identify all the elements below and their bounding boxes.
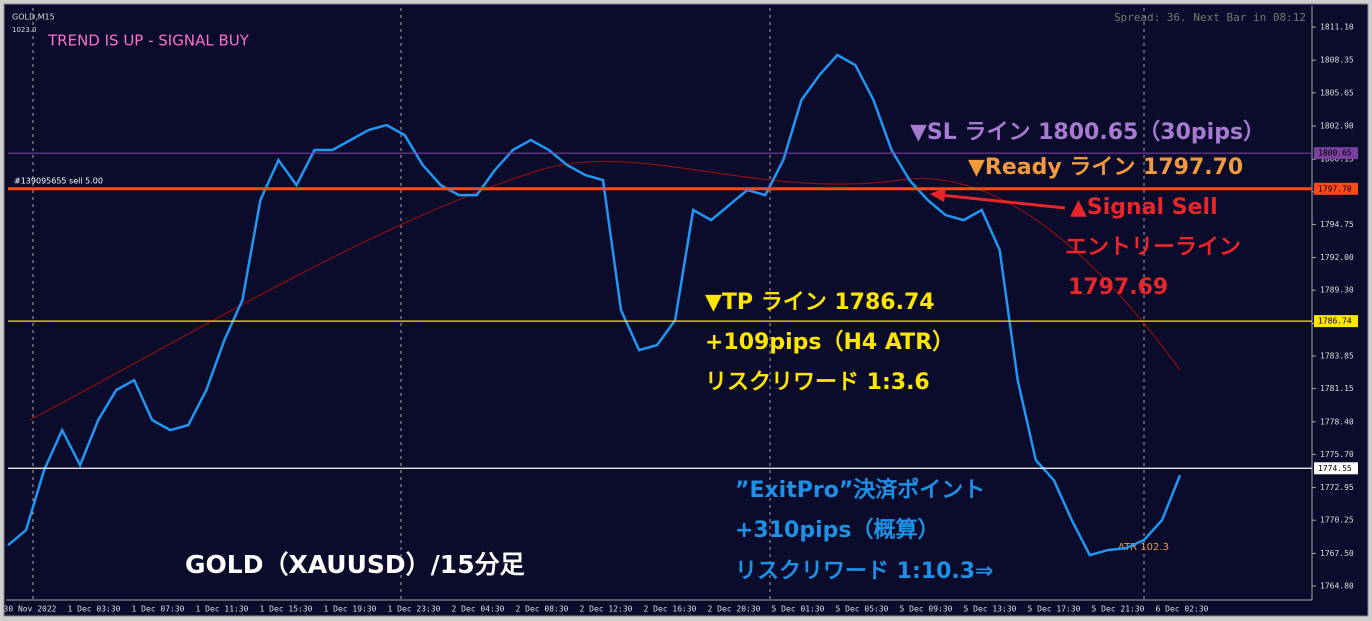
x-tick-label: 2 Dec 12:30 [580,605,633,614]
x-tick-label: 30 Nov 2022 [4,605,57,614]
x-tick-label: 6 Dec 02:30 [1156,605,1209,614]
level-tag [1314,462,1358,475]
y-tick-label: 1792.00 [1320,253,1354,262]
y-tick-label: 1781.15 [1320,384,1354,393]
price-line [7,53,1182,557]
x-tick-label: 1 Dec 11:30 [196,605,249,614]
level-tag [1314,147,1358,160]
y-tick-label: 1811.10 [1320,23,1354,32]
x-tick-label: 1 Dec 03:30 [68,605,121,614]
y-tick-label: 1805.65 [1320,88,1354,97]
level-label: 1774.55 [1318,464,1352,473]
annotation: ▼SL ライン 1800.65（30pips） [910,120,1265,145]
moving-average-decor [29,160,1181,421]
annotation: リスクリワード 1:3.6 [705,370,930,395]
signal-arrow [939,193,1066,210]
status-text: Spread: 36. Next Bar in 08:12 [1114,11,1306,24]
x-tick-label: 5 Dec 01:30 [772,605,825,614]
x-tick-label: 2 Dec 16:30 [644,605,697,614]
chart-title: GOLD,M15 [12,13,55,22]
signal-text: TREND IS UP - SIGNAL BUY [47,32,250,50]
annotation: ”ExitPro”決済ポイント [735,477,985,503]
chart-subtitle: 1023.0 [12,26,37,34]
x-tick-label: 5 Dec 21:30 [1092,605,1145,614]
y-tick-label: 1808.35 [1320,56,1354,65]
x-tick-label: 2 Dec 08:30 [516,605,569,614]
level-label: 1797.70 [1318,184,1352,193]
y-tick-label: 1770.25 [1320,516,1354,525]
y-tick-label: 1775.70 [1320,450,1354,459]
day-separators [32,8,1145,600]
y-tick-label: 1789.30 [1320,286,1354,295]
annotation: +109pips（H4 ATR） [705,330,954,355]
x-tick-label: 5 Dec 09:30 [900,605,953,614]
chart-frame [3,3,1369,617]
annotation: エントリーライン [1065,235,1241,260]
x-tick-label: 2 Dec 04:30 [452,605,505,614]
y-tick-label: 1778.40 [1320,417,1354,426]
y-tick-label: 1764.80 [1320,581,1354,590]
annotation: ▼TP ライン 1786.74 [705,290,935,315]
annotation: GOLD（XAUUSD）/15分足 [185,550,525,579]
level-tag [1314,182,1358,195]
level-label: 1800.65 [1318,149,1352,158]
order-label: #139095655 sell 5.00 [14,177,103,186]
x-tick-label: 2 Dec 20:30 [708,605,761,614]
y-tick-label: 1802.90 [1320,122,1354,131]
y-tick-label: 1800.15 [1320,155,1354,164]
signal-arrow-head [930,187,946,202]
x-tick-label: 5 Dec 17:30 [1028,605,1081,614]
x-tick-label: 1 Dec 07:30 [132,605,185,614]
level-label: 1786.74 [1318,317,1352,326]
annotation: +310pips（概算） [735,517,940,543]
x-tick-label: 5 Dec 13:30 [964,605,1017,614]
y-tick-label: 1767.50 [1320,549,1354,558]
atr-label: ATR 102.3 [1118,542,1169,553]
x-tick-label: 1 Dec 19:30 [324,605,377,614]
annotation: 1797.69 [1068,275,1168,300]
y-tick-label: 1772.95 [1320,483,1354,492]
y-tick-label: 1783.85 [1320,352,1354,361]
level-tag [1314,315,1358,328]
x-tick-label: 1 Dec 23:30 [388,605,441,614]
y-tick-label: 1794.75 [1320,220,1354,229]
x-tick-label: 1 Dec 15:30 [260,605,313,614]
x-tick-label: 5 Dec 05:30 [836,605,889,614]
annotation: ▼Ready ライン 1797.70 [968,155,1243,180]
annotation: ▲Signal Sell [1070,195,1218,220]
annotation: リスクリワード 1:10.3⇒ [735,559,993,584]
